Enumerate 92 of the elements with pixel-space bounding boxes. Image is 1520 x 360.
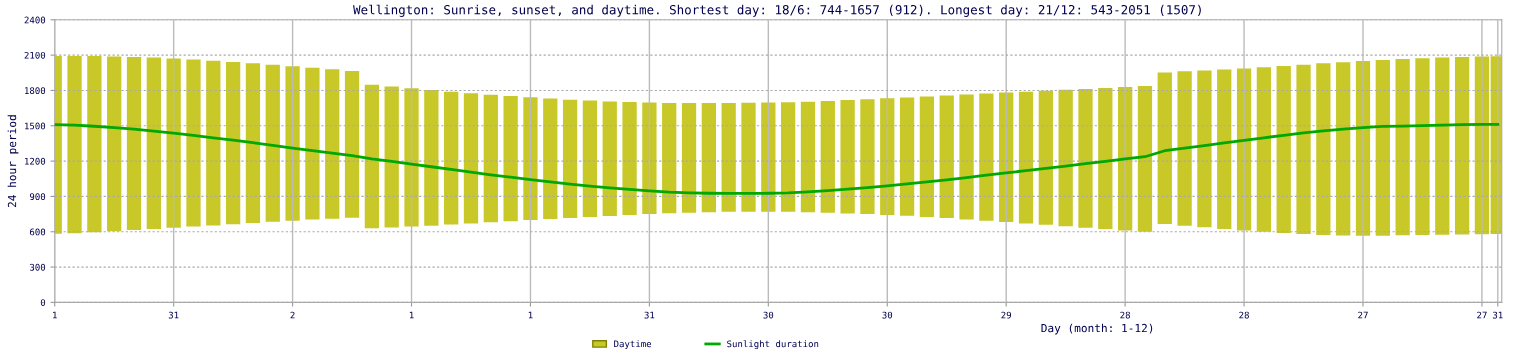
bar bbox=[1375, 59, 1390, 236]
bar bbox=[1316, 63, 1331, 235]
bar bbox=[820, 100, 835, 213]
bar bbox=[186, 59, 201, 227]
bar bbox=[444, 91, 459, 225]
y-tick-label: 0 bbox=[40, 299, 46, 306]
y-tick-label: 600 bbox=[29, 228, 46, 236]
bar bbox=[384, 86, 399, 228]
bar bbox=[146, 57, 161, 229]
x-tick-label: 27 bbox=[1358, 311, 1368, 319]
bar bbox=[67, 55, 82, 234]
bar bbox=[1336, 62, 1351, 236]
x-tick-label: 31 bbox=[1492, 311, 1503, 319]
bar bbox=[681, 103, 697, 213]
bar bbox=[126, 56, 142, 231]
y-tick-label: 1800 bbox=[25, 87, 46, 95]
bar bbox=[463, 93, 479, 224]
bar bbox=[1395, 59, 1410, 236]
bar bbox=[662, 102, 677, 214]
bar bbox=[265, 64, 280, 222]
bar bbox=[919, 96, 935, 217]
y-tick-label: 2100 bbox=[24, 51, 46, 59]
bar bbox=[1098, 87, 1113, 230]
bar bbox=[1435, 57, 1450, 235]
bar bbox=[741, 102, 756, 212]
x-tick-label: 28 bbox=[1239, 311, 1249, 319]
bar bbox=[285, 66, 300, 221]
y-axis-title: 24 hour period bbox=[7, 115, 19, 208]
bar bbox=[800, 101, 816, 213]
legend-label: Daytime bbox=[614, 340, 652, 349]
bar bbox=[404, 88, 419, 227]
x-tick-label: 30 bbox=[763, 311, 774, 319]
bar bbox=[424, 89, 439, 226]
bar bbox=[325, 69, 340, 219]
bar bbox=[959, 94, 974, 220]
bar bbox=[1296, 64, 1311, 235]
bar bbox=[1256, 67, 1272, 232]
x-tick-label: 31 bbox=[644, 311, 655, 319]
bar bbox=[562, 99, 578, 218]
bar bbox=[1177, 71, 1192, 226]
x-tick-label: 1 bbox=[53, 311, 57, 319]
bar bbox=[1078, 88, 1093, 228]
x-tick-label: 1 bbox=[409, 311, 414, 319]
bar bbox=[721, 102, 736, 212]
bar bbox=[642, 102, 657, 215]
y-tick-label: 2400 bbox=[24, 16, 46, 24]
bar bbox=[503, 95, 518, 222]
x-tick-label: 27 bbox=[1477, 311, 1487, 319]
bar bbox=[483, 94, 498, 223]
bar bbox=[899, 97, 915, 216]
bar bbox=[979, 93, 994, 221]
bar bbox=[939, 95, 954, 219]
x-axis-title: Day (month: 1-12) bbox=[1041, 323, 1153, 335]
bar bbox=[225, 61, 241, 225]
bar bbox=[206, 60, 221, 226]
bar bbox=[1276, 65, 1291, 234]
x-tick-label: 28 bbox=[1120, 311, 1130, 319]
bar bbox=[245, 63, 261, 224]
bar bbox=[701, 103, 716, 213]
x-tick-label: 1 bbox=[528, 311, 533, 319]
legend-label: Sunlight duration bbox=[727, 340, 819, 350]
bar bbox=[1137, 86, 1153, 232]
bar bbox=[1038, 90, 1053, 225]
bar bbox=[1197, 70, 1212, 228]
bar bbox=[622, 102, 637, 216]
bar bbox=[1058, 89, 1073, 227]
bar bbox=[364, 84, 380, 229]
bar bbox=[1018, 91, 1034, 224]
bar bbox=[107, 56, 122, 232]
bar bbox=[1415, 58, 1430, 236]
bar bbox=[602, 101, 617, 216]
bar bbox=[582, 100, 598, 217]
x-tick-label: 2 bbox=[290, 311, 295, 319]
bar bbox=[344, 71, 360, 218]
bar bbox=[781, 102, 796, 212]
bar bbox=[543, 98, 558, 220]
y-tick-label: 1200 bbox=[25, 157, 46, 165]
bar bbox=[840, 100, 855, 214]
bar bbox=[1217, 69, 1232, 229]
y-tick-label: 900 bbox=[29, 193, 46, 201]
bar bbox=[860, 99, 875, 215]
bar bbox=[87, 56, 102, 233]
chart-title: Wellington: Sunrise, sunset, and daytime. Shortest day: 18/6: 744-1657 (912). Longest day: 21/12: 543-2051 (1507) bbox=[353, 4, 1201, 17]
bar bbox=[1454, 56, 1470, 235]
y-tick-label: 300 bbox=[29, 263, 46, 271]
x-tick-label: 29 bbox=[1001, 311, 1012, 319]
bar bbox=[305, 67, 320, 220]
bar bbox=[1157, 72, 1172, 225]
y-tick-label: 1500 bbox=[25, 122, 46, 130]
x-tick-label: 31 bbox=[168, 311, 179, 319]
bar bbox=[523, 97, 538, 221]
x-tick-label: 30 bbox=[882, 311, 893, 319]
